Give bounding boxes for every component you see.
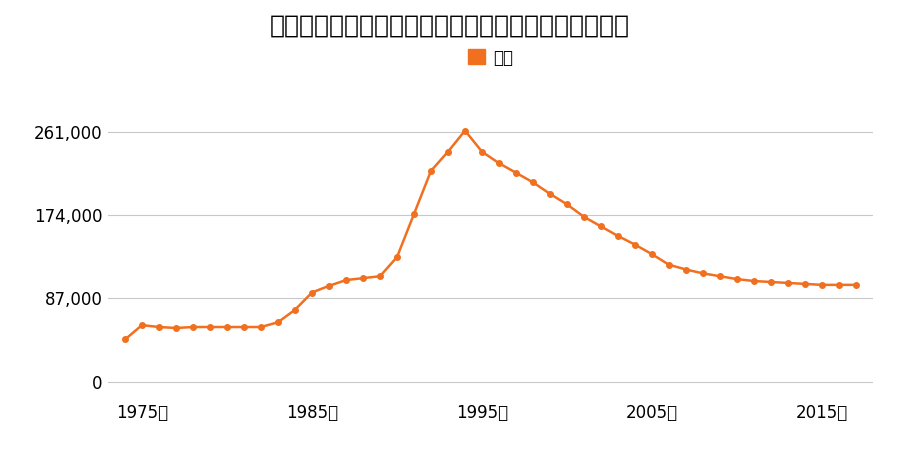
Text: 埼玉県久喜市大字久喜本字前谷４５７番２の地価推移: 埼玉県久喜市大字久喜本字前谷４５７番２の地価推移	[270, 14, 630, 37]
Legend: 価格: 価格	[462, 42, 519, 73]
